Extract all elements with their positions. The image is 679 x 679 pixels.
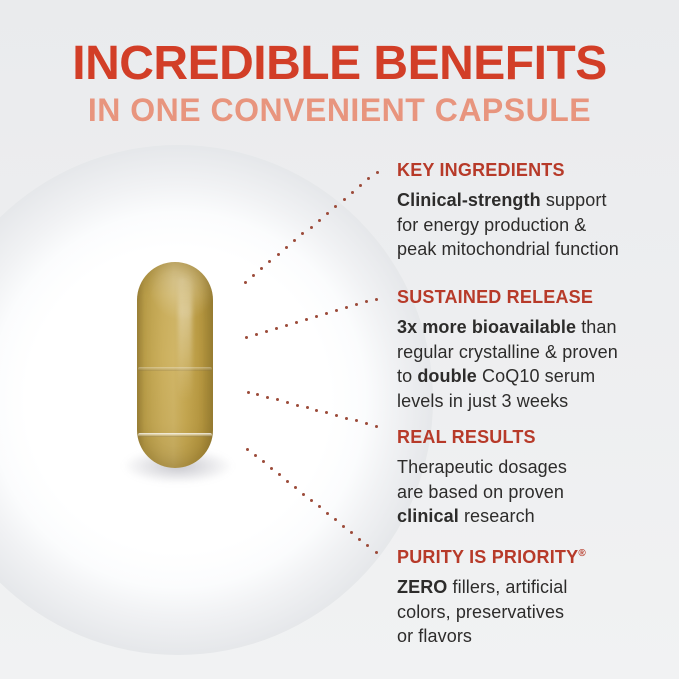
callout-dot	[315, 408, 319, 412]
callout-dot	[366, 544, 370, 548]
benefit-block-sustained-release: SUSTAINED RELEASE 3x more bioavailable th…	[397, 287, 673, 413]
callout-dot	[284, 323, 288, 327]
benefit-body: Clinical-strength support for energy pro…	[397, 190, 619, 260]
benefit-body: ZERO fillers, artificial colors, preserv…	[397, 577, 568, 647]
callout-dot	[317, 218, 321, 222]
callout-dot	[326, 511, 330, 515]
callout-dot	[334, 204, 338, 208]
callout-dot	[305, 406, 309, 410]
callout-dot	[342, 198, 346, 201]
callout-dot	[359, 184, 362, 188]
callout-dot	[264, 329, 268, 333]
callout-dot	[254, 332, 258, 336]
callout-dot	[261, 460, 265, 464]
callout-dot	[268, 259, 272, 263]
callout-dot	[284, 246, 288, 250]
callout-dot	[251, 273, 255, 277]
capsule-seam	[138, 432, 212, 437]
benefit-block-real-results: REAL RESULTS Therapeutic dosages are base…	[397, 427, 673, 529]
callout-dot	[260, 266, 263, 270]
callout-dot	[325, 411, 329, 415]
callout-dot	[256, 393, 260, 397]
benefit-body: 3x more bioavailable than regular crysta…	[397, 317, 618, 411]
callout-dot	[334, 309, 338, 313]
callout-dot	[364, 421, 368, 425]
callout-dot	[295, 403, 299, 407]
callout-dot	[344, 416, 348, 420]
callout-dot	[344, 306, 348, 310]
callout-dot	[276, 398, 280, 402]
callout-dot	[285, 400, 289, 404]
callout-dot	[358, 537, 362, 541]
header: INCREDIBLE BENEFITS IN ONE CONVENIENT CA…	[0, 37, 679, 128]
callout-dot	[342, 524, 346, 528]
benefit-block-purity-is-priority: PURITY IS PRIORITY® ZERO fillers, artific…	[397, 547, 673, 649]
callout-dot	[301, 232, 305, 236]
benefit-block-key-ingredients: KEY INGREDIENTS Clinical-strength support…	[397, 160, 673, 262]
callout-dot	[367, 177, 371, 181]
callout-dot	[354, 419, 358, 423]
registered-trademark-symbol: ®	[578, 548, 586, 559]
callout-dot	[293, 239, 296, 243]
callout-dot	[304, 317, 308, 321]
callout-dot	[374, 424, 378, 428]
callout-dot	[293, 486, 297, 490]
callout-dot	[318, 505, 322, 509]
callout-dot	[309, 225, 313, 229]
callout-dot	[374, 550, 378, 554]
callout-dot	[244, 335, 248, 339]
callout-dot	[301, 492, 305, 496]
callout-dot	[350, 191, 354, 195]
callout-dot	[326, 211, 329, 215]
callout-dot	[274, 326, 278, 330]
callout-dot	[294, 320, 298, 324]
callout-dot	[266, 395, 270, 399]
callout-dot	[324, 312, 328, 316]
callout-dot	[364, 300, 368, 304]
headline: INCREDIBLE BENEFITS	[72, 37, 607, 90]
gold-capsule-image	[137, 262, 213, 468]
capsule-glare	[178, 274, 193, 403]
callout-dot	[335, 414, 339, 418]
benefit-heading: KEY INGREDIENTS	[397, 160, 565, 180]
callout-dot	[285, 479, 289, 483]
callout-dot	[314, 315, 318, 319]
callout-dot	[310, 499, 313, 502]
benefit-heading: REAL RESULTS	[397, 427, 536, 447]
callout-dot	[354, 303, 358, 307]
benefit-body: Therapeutic dosages are based on proven …	[397, 457, 568, 527]
callout-dot	[253, 453, 257, 457]
callout-dot	[246, 390, 250, 394]
capsule-seam	[138, 367, 212, 372]
callout-dot	[269, 466, 273, 470]
callout-dot	[243, 280, 247, 284]
callout-dot	[245, 447, 249, 451]
callout-dot	[350, 531, 354, 535]
callout-dot	[277, 473, 281, 477]
callout-dot	[334, 518, 338, 522]
benefit-heading: PURITY IS PRIORITY®	[397, 547, 586, 567]
subheadline: IN ONE CONVENIENT CAPSULE	[87, 92, 592, 128]
callout-dot	[374, 297, 378, 301]
callout-dot	[276, 253, 280, 256]
callout-dot	[375, 170, 379, 174]
benefit-heading: SUSTAINED RELEASE	[397, 287, 594, 307]
